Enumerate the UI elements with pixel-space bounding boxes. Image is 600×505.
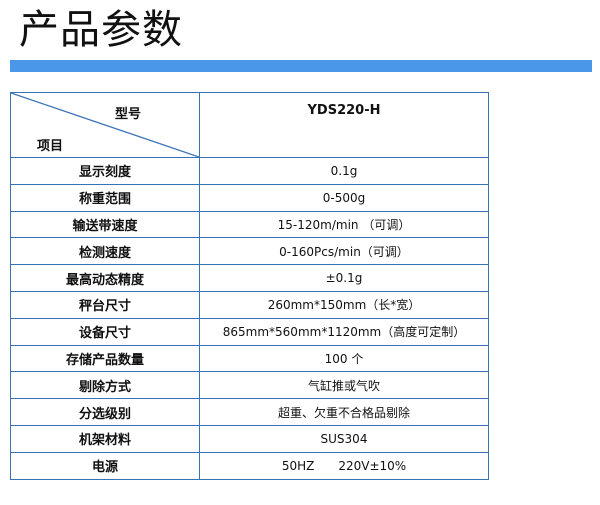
spec-value: 0-160Pcs/min（可调） bbox=[199, 237, 489, 266]
spec-name: 机架材料 bbox=[10, 424, 200, 453]
spec-value: 865mm*560mm*1120mm（高度可定制） bbox=[199, 317, 489, 346]
spec-name: 输送带速度 bbox=[10, 210, 200, 239]
spec-name: 设备尺寸 bbox=[10, 317, 200, 346]
table-row: 检测速度 0-160Pcs/min（可调） bbox=[10, 237, 489, 266]
spec-name: 电源 bbox=[10, 451, 200, 480]
spec-name: 检测速度 bbox=[10, 237, 200, 266]
table-row: 称重范围 0-500g bbox=[10, 183, 489, 212]
spec-value: 0-500g bbox=[199, 183, 489, 212]
spec-name: 显示刻度 bbox=[10, 157, 200, 185]
spec-value: ±0.1g bbox=[199, 264, 489, 292]
spec-value: 50HZ 220V±10% bbox=[199, 451, 489, 480]
model-label: 型号 bbox=[115, 107, 142, 122]
diagonal-divider bbox=[11, 93, 199, 157]
table-row: 分选级别 超重、欠重不合格品剔除 bbox=[10, 398, 489, 426]
spec-value: SUS304 bbox=[199, 424, 489, 453]
item-label: 项目 bbox=[37, 139, 64, 154]
spec-value: 0.1g bbox=[199, 157, 489, 185]
table-row: 机架材料 SUS304 bbox=[10, 424, 489, 453]
spec-value: 超重、欠重不合格品剔除 bbox=[199, 398, 489, 426]
table-row: 最高动态精度 ±0.1g bbox=[10, 264, 489, 292]
table-row: 秤台尺寸 260mm*150mm（长*宽） bbox=[10, 290, 489, 319]
page-title: 产品参数 bbox=[19, 7, 183, 53]
table-row: 输送带速度 15-120m/min （可调） bbox=[10, 210, 489, 239]
table-row: 剔除方式 气缸推或气吹 bbox=[10, 371, 489, 400]
header-corner-cell: 型号 项目 bbox=[10, 92, 200, 158]
spec-value: 260mm*150mm（长*宽） bbox=[199, 290, 489, 319]
spec-table: 型号 项目 YDS220-H 显示刻度 0.1g 称重范围 0-500g 输送带速度 15… bbox=[10, 92, 489, 480]
spec-value: 15-120m/min （可调） bbox=[199, 210, 489, 239]
table-row: 电源 50HZ 220V±10% bbox=[10, 451, 489, 480]
spec-name: 存储产品数量 bbox=[10, 344, 200, 373]
table-header-row: 型号 项目 YDS220-H bbox=[10, 92, 489, 158]
spec-name: 最高动态精度 bbox=[10, 264, 200, 292]
spec-name: 分选级别 bbox=[10, 398, 200, 426]
spec-value: 气缸推或气吹 bbox=[199, 371, 489, 400]
title-divider-bar bbox=[10, 60, 592, 72]
spec-value: 100 个 bbox=[199, 344, 489, 373]
spec-name: 剔除方式 bbox=[10, 371, 200, 400]
table-row: 设备尺寸 865mm*560mm*1120mm（高度可定制） bbox=[10, 317, 489, 346]
table-row: 存储产品数量 100 个 bbox=[10, 344, 489, 373]
spec-name: 秤台尺寸 bbox=[10, 290, 200, 319]
model-cell: YDS220-H bbox=[199, 92, 489, 158]
spec-name: 称重范围 bbox=[10, 183, 200, 212]
model-value: YDS220-H bbox=[307, 103, 381, 118]
table-row: 显示刻度 0.1g bbox=[10, 157, 489, 185]
